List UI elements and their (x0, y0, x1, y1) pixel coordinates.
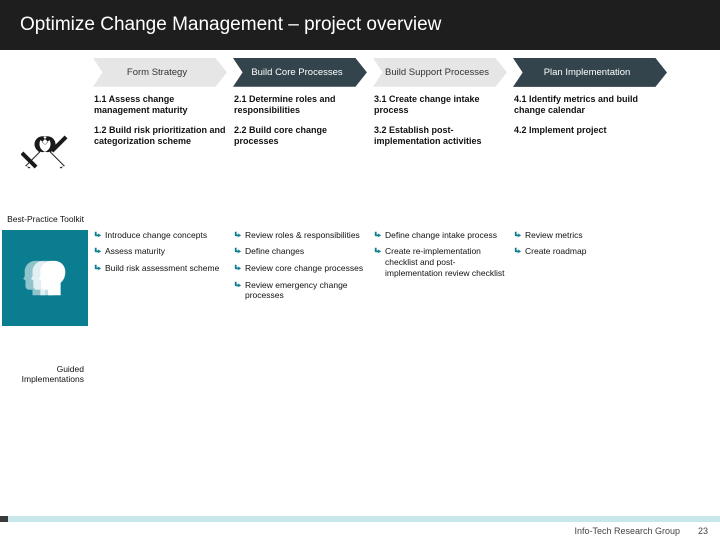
toolkit-item-text: Introduce change concepts (105, 230, 207, 241)
bullet-arrow-icon (372, 246, 382, 255)
footer-bar (0, 516, 720, 522)
toolkit-col-4: Review metrics Create roadmap (510, 228, 670, 328)
bullet-arrow-icon (92, 230, 102, 239)
bullet-arrow-icon (232, 230, 242, 239)
spacer (510, 328, 670, 388)
toolkit-item-text: Build risk assessment scheme (105, 263, 219, 274)
toolkit-item: Build risk assessment scheme (92, 263, 226, 274)
activity-cell: 3.1 Create change intake process (370, 90, 510, 121)
activity-cell: 4.1 Identify metrics and build change ca… (510, 90, 670, 121)
spacer (510, 211, 670, 228)
toolkit-col-2: Review roles & responsibilities Define ch… (230, 228, 370, 328)
toolkit-item: Review metrics (512, 230, 666, 241)
spacer (370, 211, 510, 228)
activity-cell: 4.2 Implement project (510, 121, 670, 211)
spacer (0, 54, 90, 90)
toolkit-item-text: Define changes (245, 246, 304, 257)
toolkit-col-1: Introduce change concepts Assess maturity… (90, 228, 230, 328)
bullet-arrow-icon (232, 246, 242, 255)
phase-build-support: Build Support Processes (373, 58, 507, 88)
spacer (90, 328, 230, 388)
tools-icon (0, 90, 90, 211)
bullet-arrow-icon (512, 230, 522, 239)
bullet-arrow-icon (372, 230, 382, 239)
phase-label: Build Core Processes (233, 58, 357, 88)
spacer (230, 328, 370, 388)
toolkit-item: Create re-implementation checklist and p… (372, 246, 506, 278)
activity-cell: 2.1 Determine roles and responsibilities (230, 90, 370, 121)
phase-label: Build Support Processes (373, 58, 497, 88)
footer-org: Info-Tech Research Group (574, 526, 680, 536)
toolkit-item: Review roles & responsibilities (232, 230, 366, 241)
bullet-arrow-icon (232, 280, 242, 289)
activity-cell: 2.2 Build core change processes (230, 121, 370, 211)
toolkit-item-text: Create roadmap (525, 246, 586, 257)
phase-label: Plan Implementation (513, 58, 657, 88)
phase-form-strategy: Form Strategy (93, 58, 227, 88)
spacer (90, 211, 230, 228)
phase-build-core: Build Core Processes (233, 58, 367, 88)
title-text: Optimize Change Management – project ove… (20, 14, 441, 35)
bullet-arrow-icon (512, 246, 522, 255)
toolkit-item: Assess maturity (92, 246, 226, 257)
spacer (370, 328, 510, 388)
toolkit-label: Best-Practice Toolkit (0, 211, 90, 228)
toolkit-item: Create roadmap (512, 246, 666, 257)
toolkit-item-text: Define change intake process (385, 230, 497, 241)
phase-label: Form Strategy (93, 58, 217, 88)
footer: Info-Tech Research Group 23 (0, 516, 720, 540)
toolkit-item: Review core change processes (232, 263, 366, 274)
toolkit-item-text: Assess maturity (105, 246, 165, 257)
toolkit-item: Review emergency change processes (232, 280, 366, 301)
page-title: Optimize Change Management – project ove… (0, 0, 720, 50)
guided-label: Guided Implementations (0, 328, 90, 388)
spacer (230, 211, 370, 228)
heads-icon (2, 230, 88, 326)
bullet-arrow-icon (232, 263, 242, 272)
toolkit-item-text: Review metrics (525, 230, 583, 241)
toolkit-item-text: Review emergency change processes (245, 280, 366, 301)
bullet-arrow-icon (92, 246, 102, 255)
footer-page: 23 (698, 526, 708, 536)
phase-plan-impl: Plan Implementation (513, 58, 667, 88)
toolkit-col-3: Define change intake process Create re-im… (370, 228, 510, 328)
bullet-arrow-icon (92, 263, 102, 272)
toolkit-item-text: Review roles & responsibilities (245, 230, 360, 241)
activity-cell: 1.2 Build risk prioritization and catego… (90, 121, 230, 211)
toolkit-item: Introduce change concepts (92, 230, 226, 241)
toolkit-item: Define change intake process (372, 230, 506, 241)
overview-grid: Form Strategy Build Core Processes Build… (0, 54, 720, 388)
toolkit-item-text: Review core change processes (245, 263, 363, 274)
toolkit-item-text: Create re-implementation checklist and p… (385, 246, 506, 278)
activity-cell: 1.1 Assess change management maturity (90, 90, 230, 121)
toolkit-item: Define changes (232, 246, 366, 257)
activity-cell: 3.2 Establish post-implementation activi… (370, 121, 510, 211)
